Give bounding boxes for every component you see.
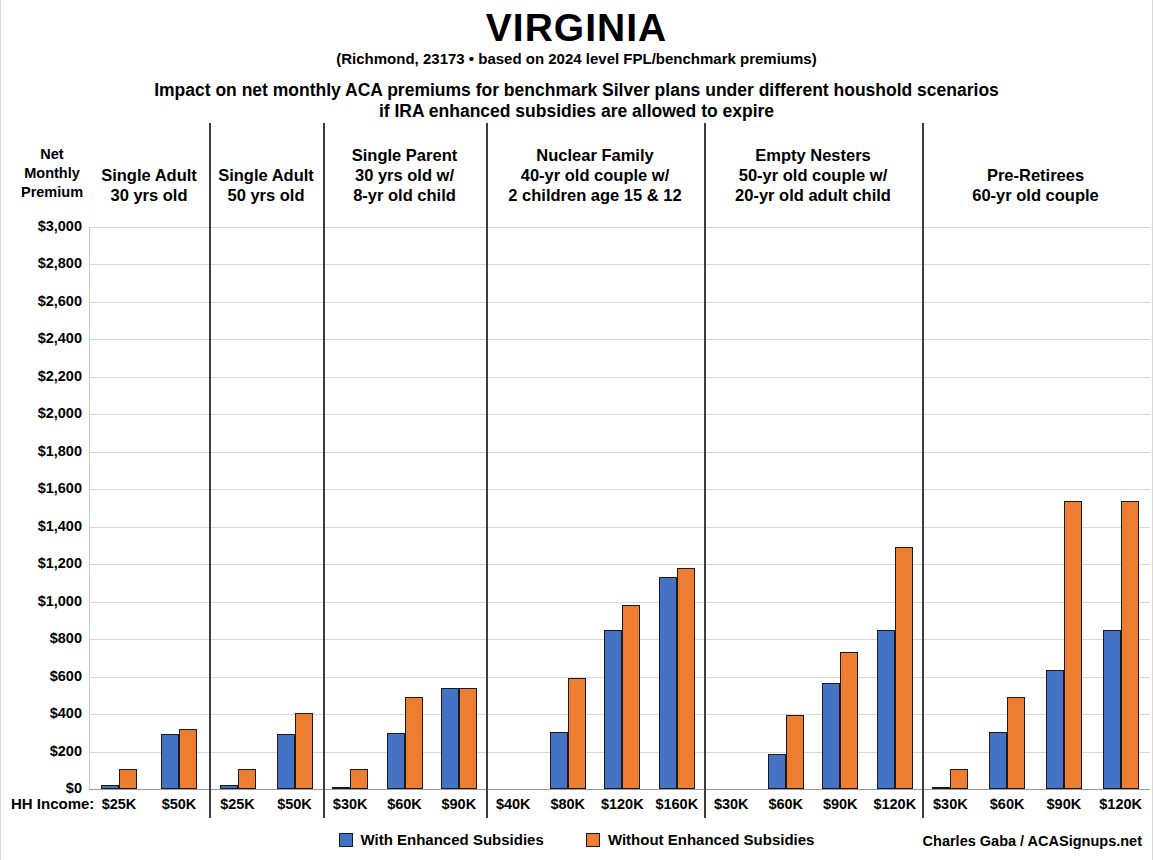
bar-with-enhanced: [604, 630, 622, 789]
gridline: [89, 564, 1150, 565]
bar-without-enhanced: [786, 715, 804, 789]
scenario-header: Empty Nesters50-yr old couple w/20-yr ol…: [706, 145, 920, 205]
x-tick-label: $50K: [147, 796, 211, 812]
x-tick-label: $120K: [863, 796, 927, 812]
credit: Charles Gaba / ACASignups.net: [923, 833, 1142, 849]
y-tick-label: $600: [7, 668, 82, 684]
y-tick-label: $3,000: [7, 218, 82, 234]
scenario-header: Pre-Retirees60-yr old couple: [924, 165, 1147, 205]
gridline: [89, 489, 1150, 490]
bar-with-enhanced: [161, 734, 179, 789]
bar-without-enhanced: [950, 769, 968, 789]
y-axis-title: NetMonthlyPremium: [15, 145, 89, 202]
bar-with-enhanced: [932, 787, 950, 789]
gridline: [89, 527, 1150, 528]
bar-with-enhanced: [659, 577, 677, 789]
bar-with-enhanced: [1046, 670, 1064, 789]
bar-without-enhanced: [677, 568, 695, 789]
bar-with-enhanced: [1103, 630, 1121, 789]
legend-label-with-subsidies: With Enhanced Subsidies: [361, 831, 544, 848]
bar-without-enhanced: [1064, 501, 1082, 789]
scenario-header: Nuclear Family40-yr old couple w/2 child…: [488, 145, 702, 205]
gridline: [89, 302, 1150, 303]
bar-with-enhanced: [989, 732, 1007, 789]
y-tick-label: $800: [7, 630, 82, 646]
bar-with-enhanced: [822, 683, 840, 789]
chart-title: VIRGINIA: [1, 6, 1152, 50]
y-tick-label: $1,000: [7, 593, 82, 609]
chart-subtitle: (Richmond, 23173 • based on 2024 level F…: [1, 50, 1152, 67]
plot-left-border: [89, 227, 90, 789]
bar-chart: HH Income: $0 $200 $400 $600 $800 $1,000 $1,20…: [1, 123, 1153, 823]
bar-with-enhanced: [387, 733, 405, 789]
legend-item-without-subsidies: Without Enhanced Subsidies: [586, 831, 815, 848]
bar-without-enhanced: [568, 678, 586, 789]
x-tick-label: $30K: [918, 796, 982, 812]
gridline: [89, 602, 1150, 603]
bar-with-enhanced: [332, 787, 350, 789]
bar-with-enhanced: [277, 734, 295, 789]
y-tick-label: $2,400: [7, 330, 82, 346]
gridline: [89, 264, 1150, 265]
bar-without-enhanced: [1007, 697, 1025, 789]
bar-with-enhanced: [220, 785, 238, 789]
gridline: [89, 227, 1150, 228]
scenario-header: Single Adult50 yrs old: [211, 165, 321, 205]
x-tick-label: $90K: [1032, 796, 1096, 812]
gridline: [89, 452, 1150, 453]
chart-description: Impact on net monthly ACA premiums for b…: [1, 80, 1152, 122]
x-tick-label: $120K: [1089, 796, 1153, 812]
scenario-divider: [209, 123, 211, 818]
scenario-divider: [922, 123, 924, 818]
x-tick-label: $50K: [263, 796, 327, 812]
y-tick-label: $1,600: [7, 480, 82, 496]
x-tick-label: $25K: [87, 796, 151, 812]
y-tick-label: $2,800: [7, 255, 82, 271]
bar-without-enhanced: [179, 729, 197, 789]
y-tick-label: $2,600: [7, 293, 82, 309]
bar-without-enhanced: [295, 713, 313, 789]
y-tick-label: $2,200: [7, 368, 82, 384]
bar-with-enhanced: [768, 754, 786, 789]
bar-without-enhanced: [459, 688, 477, 789]
bar-with-enhanced: [101, 785, 119, 789]
scenario-header: Single Adult30 yrs old: [91, 165, 207, 205]
y-tick-label: $200: [7, 743, 82, 759]
scenario-divider: [323, 123, 325, 818]
x-tick-label: $25K: [206, 796, 270, 812]
bar-with-enhanced: [441, 688, 459, 789]
x-axis-line: [89, 789, 1150, 790]
x-axis-title: HH Income:: [11, 795, 94, 812]
gridline: [89, 414, 1150, 415]
page: VIRGINIA (Richmond, 23173 • based on 202…: [0, 0, 1153, 860]
bar-with-enhanced: [877, 630, 895, 789]
y-tick-label: $1,800: [7, 443, 82, 459]
x-tick-label: $60K: [975, 796, 1039, 812]
chart-description-line2: if IRA enhanced subsidies are allowed to…: [1, 101, 1152, 122]
bar-without-enhanced: [119, 769, 137, 789]
bar-without-enhanced: [405, 697, 423, 789]
bar-with-enhanced: [550, 732, 568, 789]
bar-without-enhanced: [622, 605, 640, 789]
y-tick-label: $1,200: [7, 555, 82, 571]
y-tick-label: $400: [7, 705, 82, 721]
bar-without-enhanced: [840, 652, 858, 789]
y-tick-label: $0: [7, 780, 82, 796]
legend-swatch-with-subsidies-icon: [339, 833, 353, 847]
bar-without-enhanced: [1121, 501, 1139, 789]
scenario-divider: [704, 123, 706, 818]
bar-without-enhanced: [350, 769, 368, 789]
legend-swatch-without-subsidies-icon: [586, 833, 600, 847]
bar-without-enhanced: [895, 547, 913, 789]
scenario-divider: [486, 123, 488, 818]
legend-label-without-subsidies: Without Enhanced Subsidies: [608, 831, 815, 848]
gridline: [89, 377, 1150, 378]
scenario-header: Single Parent30 yrs old w/8-yr old child: [325, 145, 484, 205]
gridline: [89, 339, 1150, 340]
y-tick-label: $2,000: [7, 405, 82, 421]
legend-item-with-subsidies: With Enhanced Subsidies: [339, 831, 544, 848]
bar-without-enhanced: [238, 769, 256, 789]
y-tick-label: $1,400: [7, 518, 82, 534]
chart-description-line1: Impact on net monthly ACA premiums for b…: [1, 80, 1152, 101]
